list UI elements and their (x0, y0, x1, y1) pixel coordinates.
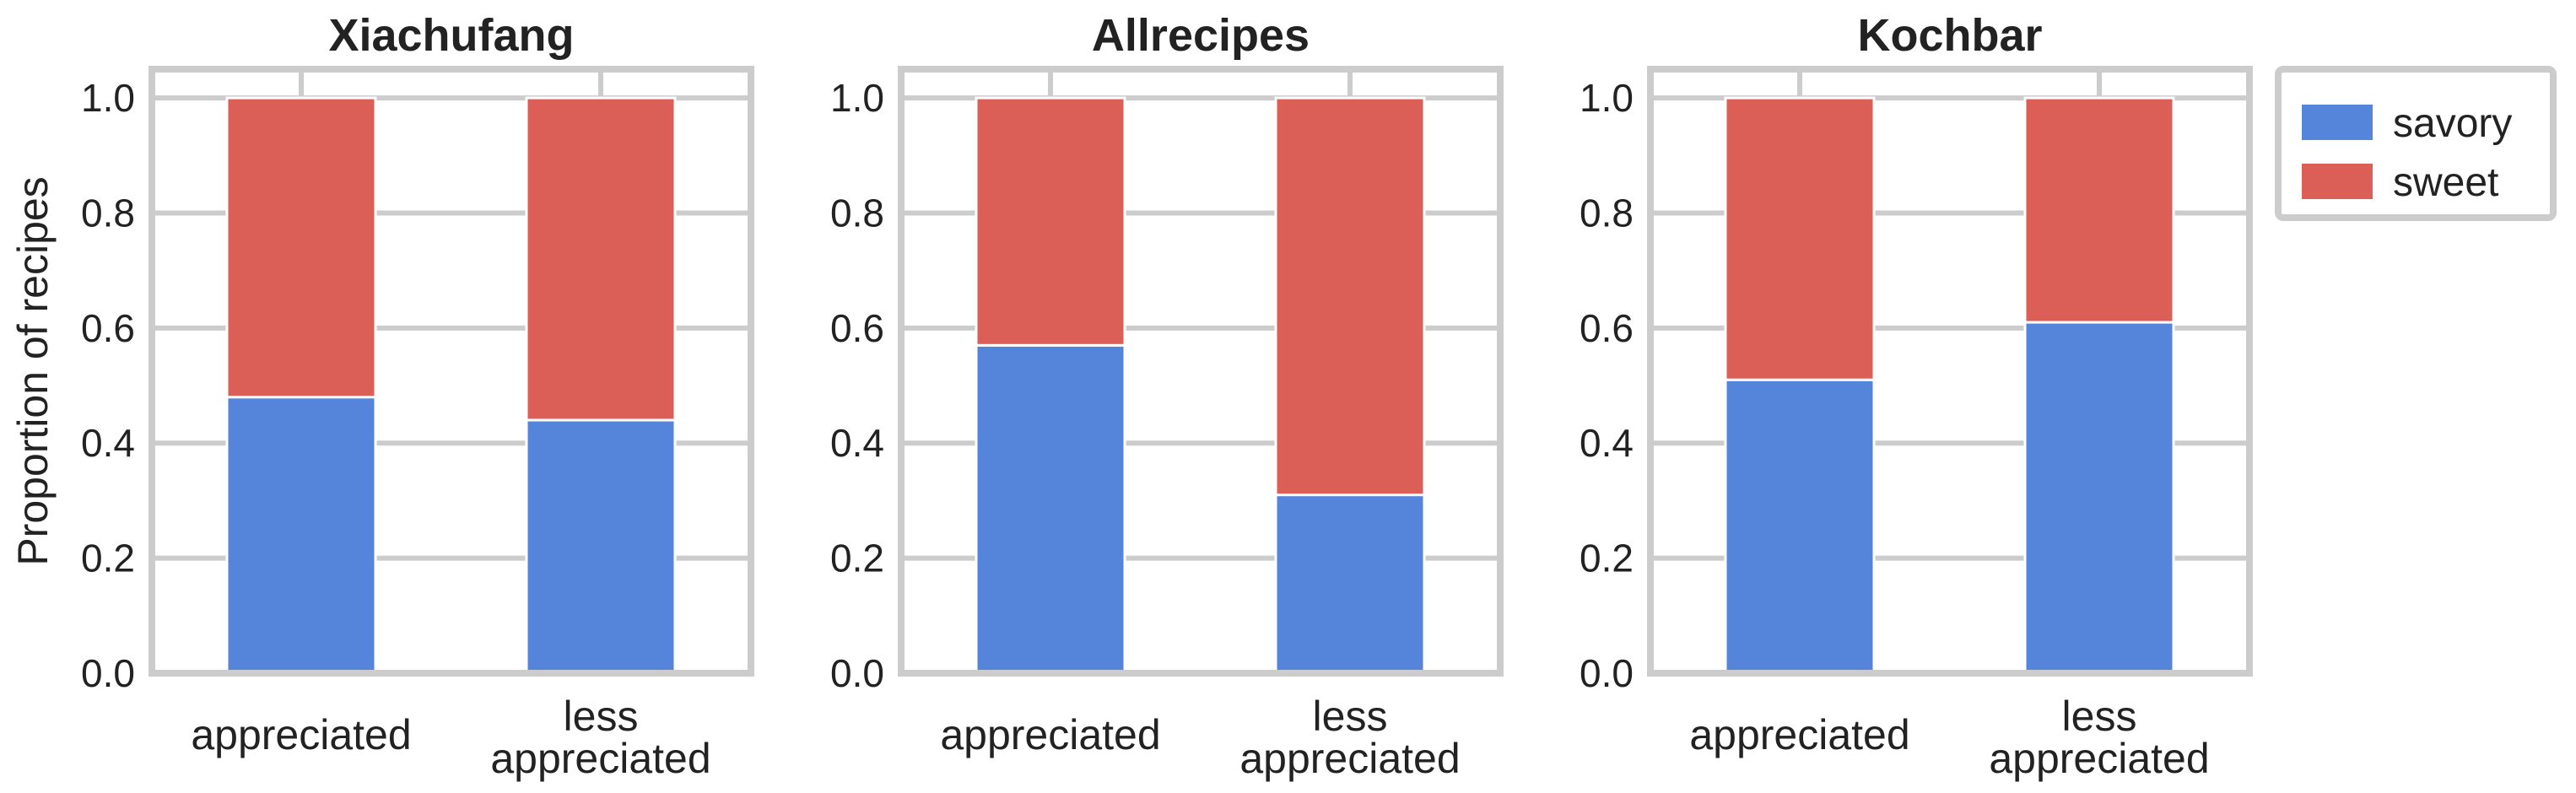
y-tick-label: 1.0 (830, 76, 884, 120)
y-axis-label: Proportion of recipes (9, 176, 57, 565)
y-tick-label: 0.4 (830, 421, 884, 465)
bar-savory-1 (1274, 494, 1426, 675)
y-tick-label: 0.8 (81, 191, 135, 235)
y-tick-label: 0.4 (81, 421, 135, 465)
plot-frame (898, 66, 1504, 677)
y-tick-label: 0.4 (1580, 421, 1634, 465)
y-tick-label: 0.0 (81, 651, 135, 695)
y-tick-label: 0.8 (830, 191, 884, 235)
y-tick-label: 0.6 (81, 306, 135, 350)
bar-savory-0 (225, 396, 377, 675)
bar-savory-1 (525, 418, 677, 675)
x-tick-label: appreciated (1989, 735, 2209, 782)
y-tick-label: 1.0 (81, 76, 135, 120)
x-tick-label: less (564, 693, 639, 740)
x-tick-label: less (1313, 693, 1388, 740)
x-tick-label: less (2062, 693, 2137, 740)
y-tick-label: 0.2 (1580, 537, 1634, 580)
bar-sweet-0 (1724, 96, 1876, 381)
y-tick-label: 1.0 (1580, 76, 1634, 120)
bar-sweet-1 (2023, 96, 2175, 324)
y-tick-label: 0.8 (1580, 191, 1634, 235)
bar-savory-0 (1724, 378, 1876, 675)
legend: savory sweet (2275, 66, 2557, 221)
chart-title: Kochbar (1857, 10, 2042, 61)
chart-title: Xiachufang (328, 10, 574, 61)
plot-frame (149, 66, 754, 677)
y-tick-label: 0.2 (81, 537, 135, 580)
y-tick-label: 0.2 (830, 537, 884, 580)
bar-savory-0 (975, 343, 1126, 675)
x-tick-label: appreciated (490, 735, 710, 782)
y-tick-label: 0.0 (1580, 651, 1634, 695)
legend-label-savory: savory (2393, 101, 2512, 146)
x-tick-label: appreciated (1239, 735, 1460, 782)
bar-sweet-1 (525, 96, 677, 422)
chart-title: Allrecipes (1092, 10, 1310, 61)
y-tick-label: 0.0 (830, 651, 884, 695)
legend-label-sweet: sweet (2393, 160, 2498, 205)
y-tick-label: 0.6 (830, 306, 884, 350)
bar-sweet-0 (225, 96, 377, 399)
plot-frame (1647, 66, 2253, 677)
legend-swatch-sweet (2302, 164, 2373, 199)
bar-sweet-0 (975, 96, 1126, 347)
legend-swatch-savory (2302, 105, 2373, 140)
bar-sweet-1 (1274, 96, 1426, 497)
x-tick-label: appreciated (940, 711, 1160, 758)
bar-savory-1 (2023, 321, 2175, 675)
x-tick-label: appreciated (191, 711, 411, 758)
x-tick-label: appreciated (1689, 711, 1909, 758)
y-tick-label: 0.6 (1580, 306, 1634, 350)
